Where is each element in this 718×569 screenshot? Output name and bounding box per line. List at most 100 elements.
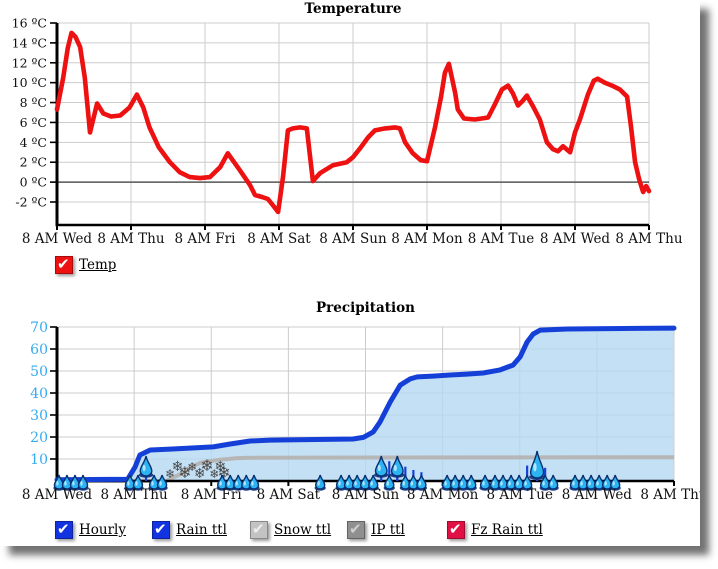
raindrop-icon: [465, 474, 477, 491]
snowflake-icon: ❄: [165, 467, 175, 481]
temperature-series-line: [54, 30, 652, 215]
temp-x-axis-label: 8 AM Tue: [468, 231, 534, 247]
ice-pellets-total-checkbox[interactable]: ✔: [347, 520, 365, 539]
raindrop-icon: [374, 455, 389, 478]
temp-y-axis-label: 4 ºC: [20, 135, 47, 150]
temp-y-axis-label: 8 ºC: [20, 95, 47, 110]
raindrop-icon: [609, 474, 621, 491]
precipitation-chart-title: Precipitation: [316, 300, 415, 316]
check-icon: ✔: [252, 520, 265, 538]
raindrop-icon: [449, 474, 461, 491]
raindrop-icon: [547, 474, 559, 491]
temp-y-axis-label: 0 ºC: [20, 175, 47, 190]
raindrop-icon: [497, 474, 509, 491]
hourly-legend-label[interactable]: Hourly: [79, 522, 126, 538]
temp-x-axis-label: 8 AM Sun: [319, 231, 387, 247]
precip-y-axis-label: 40: [30, 386, 48, 402]
rain-total-checkbox[interactable]: ✔: [152, 520, 170, 539]
precip-x-axis-label: 8 AM Sun: [332, 487, 400, 503]
temp-y-axis-label: 6 ºC: [20, 115, 47, 130]
raindrop-icon: [399, 474, 412, 491]
temperature-chart-title: Temperature: [304, 1, 402, 17]
temperature-chart: 16 ºC 14 ºC 12 ºC 10 ºC 8 ºC 6 ºC 4 ºC 2 ºC 0 ºC…: [12, 16, 683, 248]
raindrop-icon: [69, 474, 81, 491]
precip-y-axis-label: 30: [30, 408, 48, 424]
raindrop-icon: [601, 474, 613, 491]
freezing-rain-total-checkbox[interactable]: ✔: [447, 520, 465, 539]
temp-y-axis-label: 16 ºC: [12, 16, 47, 31]
ice-pellets-total-legend-label[interactable]: IP ttl: [371, 522, 405, 538]
raindrop-icon: [505, 474, 517, 491]
raindrop-icon: [335, 474, 347, 491]
raindrop-icon: [577, 474, 589, 491]
temp-x-axis-label: 8 AM Mon: [391, 231, 463, 247]
raindrop-icon: [61, 474, 73, 491]
raindrop-icon: [138, 455, 154, 478]
precip-y-axis-label: 60: [30, 342, 48, 358]
raindrop-icon: [77, 474, 89, 491]
snowflake-icon: ❄: [209, 467, 219, 481]
raindrop-icon: [441, 474, 453, 491]
freezing-rain-total-legend-label[interactable]: Fz Rain ttl: [471, 522, 543, 538]
hourly-precip-bar: [544, 467, 547, 481]
temp-series-checkbox[interactable]: ✔: [55, 255, 73, 274]
snowflake-icon: ❄: [214, 459, 226, 475]
snowflake-icon: ❄: [194, 466, 206, 482]
raindrop-icon: [248, 474, 260, 491]
raindrop-icon: [367, 474, 379, 491]
temp-x-axis-label: 8 AM Thu: [97, 231, 164, 247]
temp-y-axis-label: 12 ºC: [12, 55, 47, 70]
raindrop-icon: [390, 455, 405, 478]
raindrop-icon: [457, 474, 469, 491]
raindrop-icon: [407, 474, 420, 491]
snowflake-icon: ❄: [172, 459, 184, 475]
rain-total-line: [54, 325, 677, 483]
temp-x-axis-label: 8 AM Thu: [615, 231, 682, 247]
raindrop-icon: [539, 474, 551, 491]
precip-x-axis-label: 8 AM Sat: [257, 487, 321, 503]
precip-x-axis-label: 8 AM Thu: [101, 487, 168, 503]
raindrop-icon: [513, 474, 525, 491]
snow-total-checkbox[interactable]: ✔: [250, 520, 268, 539]
raindrop-icon: [521, 474, 533, 491]
check-icon: ✔: [449, 520, 462, 538]
precip-x-axis-label: 8 AM Fri: [181, 487, 243, 503]
precip-y-axis-label: 10: [30, 452, 48, 468]
precipitation-legend: ✔ Hourly ✔ Rain ttl ✔ Snow ttl ✔ IP ttl ✔ Fz …: [0, 520, 700, 541]
precip-x-axis-label: 8 AM Tue: [487, 487, 553, 503]
raindrop-icon: [156, 474, 168, 491]
check-icon: ✔: [57, 520, 70, 538]
raindrop-icon: [359, 474, 371, 491]
snowflake-icon: ❄: [200, 456, 213, 475]
raindrop-icon: [528, 450, 546, 480]
temp-y-axis-label: 14 ºC: [12, 35, 47, 50]
snowflake-icon: ❄: [178, 463, 191, 482]
raindrop-icon: [383, 474, 395, 491]
hourly-precip-bar: [404, 466, 407, 481]
raindrop-icon: [216, 474, 228, 491]
raindrop-icon: [132, 474, 144, 491]
snow-total-legend-label[interactable]: Snow ttl: [274, 522, 332, 538]
hourly-precip-bar: [526, 465, 529, 481]
raindrop-icon: [124, 474, 136, 491]
raindrop-icon: [479, 474, 491, 491]
charts-panel: Temperature 16 ºC 14 ºC 12 ºC 10 ºC 8 ºC 6 ºC…: [0, 1, 700, 541]
temp-x-axis-label: 8 AM Wed: [22, 231, 93, 247]
hourly-checkbox[interactable]: ✔: [55, 520, 73, 539]
precip-x-axis-label: 8 AM Wed: [22, 487, 93, 503]
raindrop-icon: [569, 474, 581, 491]
snow-total-line: [57, 455, 675, 483]
precip-y-axis-label: 50: [30, 364, 48, 380]
temp-y-axis-label: 2 ºC: [20, 155, 47, 170]
precip-x-axis-label: 8 AM Mon: [407, 487, 479, 503]
raindrop-icon: [415, 474, 428, 491]
raindrop-icon: [489, 474, 501, 491]
rain-total-legend-label[interactable]: Rain ttl: [176, 522, 227, 538]
precip-x-axis-label: 8 AM Wed: [562, 487, 633, 503]
raindrop-icon: [232, 474, 244, 491]
temp-legend-label[interactable]: Temp: [79, 257, 117, 273]
precip-y-axis-label: 70: [30, 320, 48, 336]
snowflake-icon: ❄: [187, 460, 197, 474]
